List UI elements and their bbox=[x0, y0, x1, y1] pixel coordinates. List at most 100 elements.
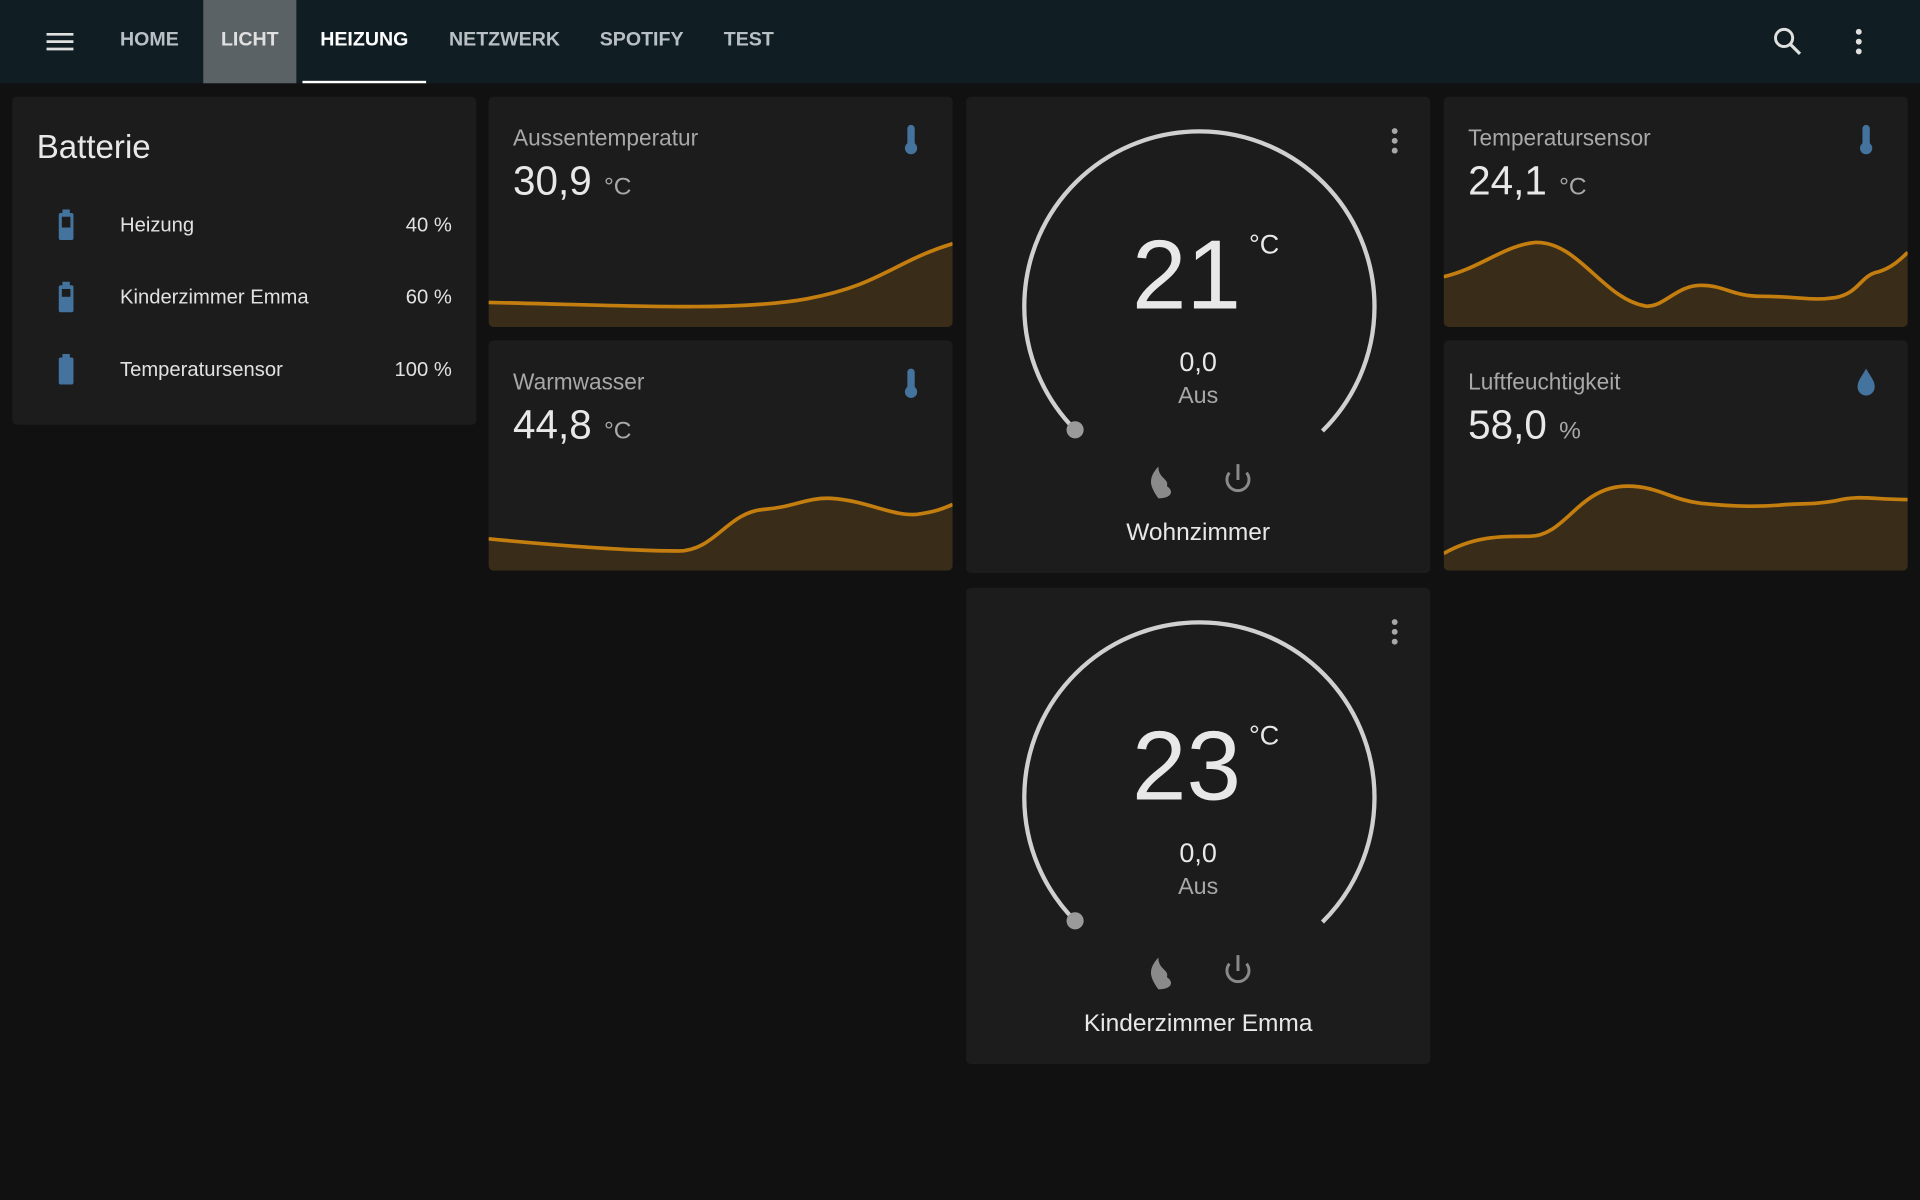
entity-state: 40 % bbox=[405, 214, 452, 237]
nav-tab[interactable]: HEIZUNG bbox=[302, 0, 427, 84]
hvac-state: Aus bbox=[1178, 874, 1219, 901]
thermostat-card: 23 °C 0,0 Aus Kinderzimmer Emma bbox=[966, 587, 1431, 1065]
heat-mode-icon[interactable] bbox=[1150, 466, 1172, 499]
battery-icon bbox=[58, 209, 74, 241]
sensor-reading: 30,9 °C bbox=[513, 158, 631, 205]
sensor-value: 24,1 bbox=[1468, 157, 1547, 204]
current-value: 0,0 bbox=[1179, 346, 1217, 378]
drop bbox=[1857, 368, 1875, 396]
menu-dot bbox=[1391, 147, 1398, 154]
sensor-value: 44,8 bbox=[513, 401, 592, 447]
thermometer-icon bbox=[1860, 124, 1873, 155]
menu-dot bbox=[1391, 619, 1398, 625]
entity-name: Heizung bbox=[120, 214, 195, 237]
thermostat-dial bbox=[1022, 128, 1398, 499]
menu-button[interactable] bbox=[44, 27, 74, 56]
sensor-name: Warmwasser bbox=[513, 368, 645, 395]
nav-tab[interactable]: SPOTIFY bbox=[599, 29, 684, 51]
bulb bbox=[904, 385, 918, 398]
sparkline bbox=[1443, 240, 1908, 327]
thermostat-name: Wohnzimmer bbox=[1126, 519, 1271, 547]
dial-arc bbox=[1022, 620, 1377, 924]
off-mode-icon[interactable] bbox=[1225, 464, 1251, 493]
overflow-menu[interactable] bbox=[1847, 27, 1871, 59]
sensor-reading: 44,8 °C bbox=[513, 402, 631, 449]
battery-icon bbox=[58, 281, 74, 313]
sensor-card[interactable]: Temperatursensor 24,1 °C bbox=[1443, 96, 1908, 327]
entity-name: Kinderzimmer Emma bbox=[120, 286, 309, 309]
sparkline-line bbox=[488, 496, 953, 553]
sensor-unit: % bbox=[1559, 417, 1581, 445]
card-title: Batterie bbox=[36, 128, 151, 166]
thermostat-name: Kinderzimmer Emma bbox=[1083, 1010, 1313, 1038]
bulb bbox=[904, 142, 918, 155]
battery-icon bbox=[58, 353, 74, 385]
sparkline-area bbox=[488, 498, 953, 571]
sensor-card[interactable]: Aussentemperatur 30,9 °C bbox=[488, 96, 953, 327]
off-mode-icon[interactable] bbox=[1225, 955, 1251, 984]
target-temperature: 23 bbox=[1132, 711, 1242, 821]
battery-body bbox=[58, 357, 74, 385]
thermometer-icon bbox=[904, 124, 918, 155]
hvac-state: Aus bbox=[1178, 383, 1219, 409]
nav-tab[interactable]: TEST bbox=[723, 29, 774, 51]
battery-cap bbox=[62, 209, 70, 215]
stem bbox=[1862, 124, 1870, 147]
current-value: 0,0 bbox=[1179, 837, 1217, 869]
temperature-unit: °C bbox=[1248, 228, 1280, 260]
battery-card: Batterie Heizung 40 % Kinderzimmer Emma 60 … bbox=[12, 96, 477, 425]
sensor-value: 30,9 bbox=[513, 157, 592, 204]
sensor-name: Luftfeuchtigkeit bbox=[1468, 368, 1621, 395]
battery-empty bbox=[61, 288, 71, 297]
sensor-card[interactable]: Luftfeuchtigkeit 58,0% bbox=[1443, 340, 1908, 571]
stem bbox=[907, 124, 915, 147]
sensor-unit: °C bbox=[603, 417, 632, 445]
sensor-reading: 58,0% bbox=[1468, 402, 1581, 449]
sparkline-area bbox=[488, 243, 953, 327]
entity-state: 60 % bbox=[405, 286, 452, 309]
sensor-unit: °C bbox=[1559, 173, 1587, 201]
sensor-unit: °C bbox=[603, 173, 632, 201]
sensor-value: 58,0 bbox=[1468, 401, 1547, 447]
sparkline bbox=[488, 496, 953, 571]
sensor-reading: 24,1 °C bbox=[1468, 158, 1586, 205]
nav-tab[interactable]: LICHT bbox=[203, 0, 297, 84]
sparkline-area bbox=[1443, 242, 1908, 327]
sparkline bbox=[1443, 484, 1908, 571]
sparkline bbox=[488, 241, 953, 327]
sensor-card[interactable]: Warmwasser 44,8 °C bbox=[488, 340, 953, 571]
nav-tab[interactable]: NETZWERK bbox=[448, 29, 560, 51]
menu-dot bbox=[1391, 128, 1398, 134]
sparkline-line bbox=[1443, 240, 1908, 308]
dial-handle[interactable] bbox=[1066, 912, 1084, 930]
app-header: HOME LICHT HEIZUNG NETZWERK SPOTIFY TEST bbox=[0, 0, 1920, 84]
temperature-unit: °C bbox=[1248, 720, 1280, 751]
dial-arc bbox=[1022, 129, 1377, 433]
thermostat-dial bbox=[1022, 619, 1398, 990]
menu-dot bbox=[1391, 638, 1398, 645]
heat-mode-icon[interactable] bbox=[1150, 957, 1172, 990]
battery-cap bbox=[62, 281, 70, 287]
entity-state: 100 % bbox=[394, 358, 452, 381]
search-button[interactable] bbox=[1772, 26, 1804, 58]
sensor-name: Temperatursensor bbox=[1468, 124, 1651, 151]
sparkline-line bbox=[488, 241, 953, 309]
bulb bbox=[1860, 142, 1873, 155]
stem bbox=[907, 368, 915, 391]
nav-tab[interactable]: HOME bbox=[120, 29, 179, 51]
dial-handle[interactable] bbox=[1066, 421, 1084, 439]
menu-dot bbox=[1391, 628, 1398, 635]
battery-empty bbox=[61, 216, 71, 228]
sensor-name: Aussentemperatur bbox=[513, 124, 699, 151]
sparkline-line bbox=[1443, 484, 1908, 556]
entity-name: Temperatursensor bbox=[120, 358, 283, 381]
humidity-icon bbox=[1857, 368, 1875, 396]
battery-cap bbox=[62, 353, 70, 359]
thermostat-card: 21 °C 0,0 Aus Wohnzimmer bbox=[966, 96, 1431, 574]
menu-dot bbox=[1391, 137, 1398, 144]
target-temperature: 21 bbox=[1132, 220, 1242, 330]
sparkline-area bbox=[1443, 486, 1908, 571]
thermometer-icon bbox=[904, 368, 918, 398]
